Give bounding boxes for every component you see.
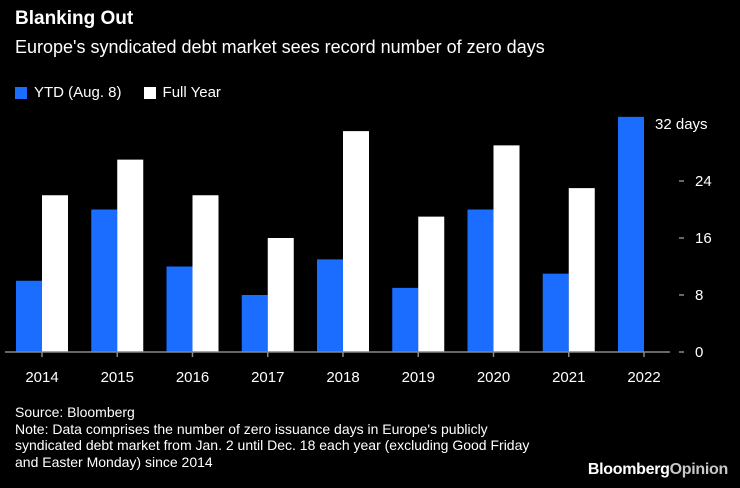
x-tick-label-2021: 2021 [552, 369, 585, 386]
legend-item-ytd: YTD (Aug. 8) [15, 84, 122, 101]
x-tick-label-2020: 2020 [477, 369, 510, 386]
y-tick-label-8: 8 [695, 287, 703, 304]
legend-swatch-full-year [143, 86, 156, 99]
x-tick-label-2022: 2022 [627, 369, 660, 386]
chart-title: Blanking Out [15, 8, 134, 29]
x-tick-label-2016: 2016 [176, 369, 209, 386]
bar-chart: 2014 2015 2016 2017 2018 2019 2020 2021 2022 0 8 16… [5, 116, 712, 386]
bar-ytd-2015 [91, 209, 118, 352]
bar-full-year-2018 [343, 131, 369, 352]
bar-full-year-2017 [267, 238, 294, 352]
legend-label-full-year: Full Year [162, 84, 221, 101]
bar-ytd-2016 [166, 266, 193, 352]
x-tick-label-2014: 2014 [25, 369, 58, 386]
legend-item-full-year: Full Year [143, 84, 221, 101]
bar-full-year-2021 [568, 188, 595, 352]
bar-ytd-2021 [542, 273, 569, 352]
bar-ytd-2020 [467, 209, 494, 352]
y-tick-label-16: 16 [695, 230, 712, 247]
bar-ytd-2014 [16, 280, 42, 352]
bloomberg-opinion-logo: BloombergOpinion [587, 461, 728, 478]
bar-ytd-2017 [241, 295, 268, 352]
legend-label-ytd: YTD (Aug. 8) [34, 84, 122, 101]
bar-full-year-2020 [493, 145, 520, 352]
legend: YTD (Aug. 8) Full Year [15, 84, 221, 101]
bar-ytd-2022 [618, 116, 644, 352]
y-tick-label-32: 32 days [655, 116, 708, 133]
bar-ytd-2018 [317, 259, 343, 352]
x-tick-label-2018: 2018 [326, 369, 359, 386]
y-tick-label-0: 0 [695, 344, 703, 361]
x-tick-label-2015: 2015 [101, 369, 134, 386]
legend-swatch-ytd [15, 86, 27, 99]
x-tick-label-2017: 2017 [251, 369, 284, 386]
bar-full-year-2016 [192, 195, 219, 352]
bar-full-year-2015 [117, 159, 144, 352]
footer: Source: Bloomberg Note: Data comprises t… [15, 404, 555, 470]
chart-subtitle: Europe's syndicated debt market sees rec… [15, 37, 545, 57]
note-text: Note: Data comprises the number of zero … [15, 420, 530, 470]
bar-ytd-2019 [392, 287, 419, 352]
y-tick-label-24: 24 [695, 173, 712, 190]
source-text: Source: Bloomberg [15, 404, 135, 420]
bar-full-year-2014 [42, 195, 68, 352]
x-tick-label-2019: 2019 [402, 369, 435, 386]
bar-full-year-2019 [418, 216, 445, 352]
